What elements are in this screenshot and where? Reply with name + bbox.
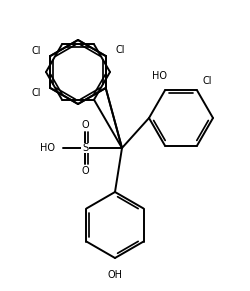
Text: Cl: Cl <box>31 45 40 56</box>
Text: Cl: Cl <box>31 88 40 98</box>
Text: O: O <box>81 166 88 176</box>
Text: S: S <box>82 143 88 153</box>
Text: HO: HO <box>40 143 55 153</box>
Text: O: O <box>81 120 88 130</box>
Text: Cl: Cl <box>202 76 211 86</box>
Text: HO: HO <box>152 71 166 81</box>
Text: Cl: Cl <box>115 45 124 56</box>
Text: OH: OH <box>107 270 122 280</box>
